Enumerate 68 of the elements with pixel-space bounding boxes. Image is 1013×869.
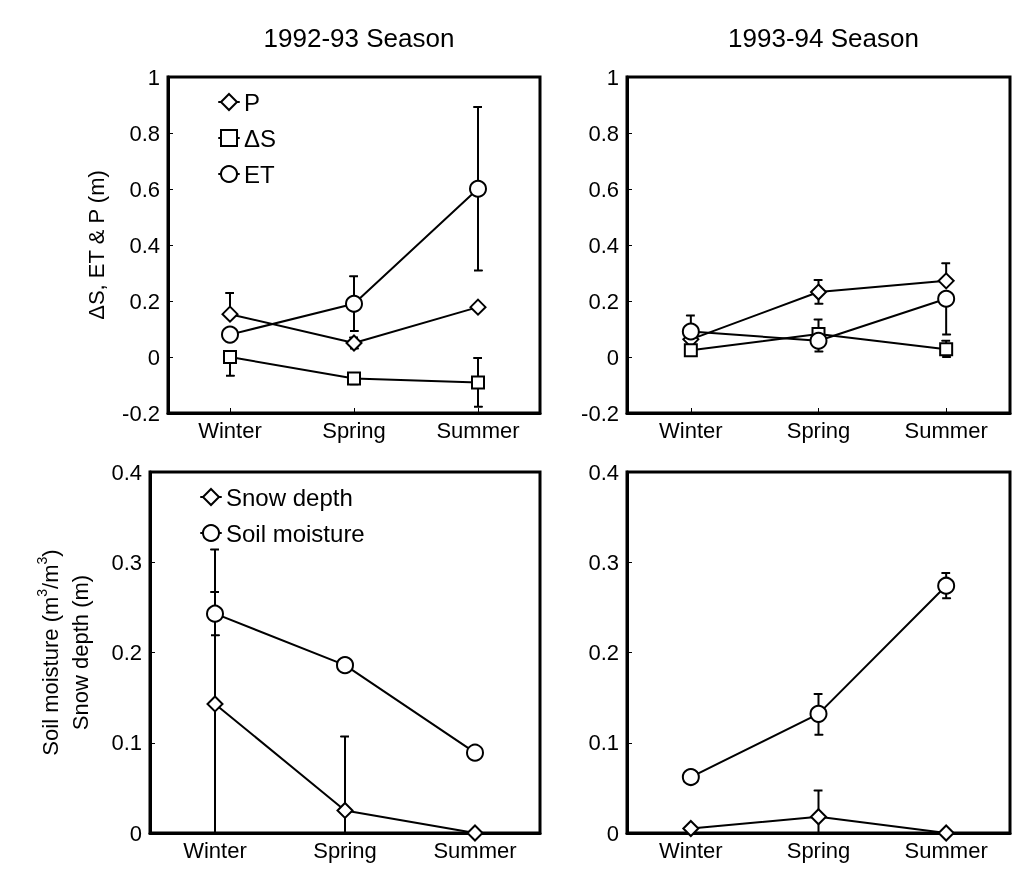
- chart-title: 1993-94 Season: [728, 23, 919, 53]
- point: [469, 179, 487, 198]
- y-tick-label: 0: [147, 344, 160, 370]
- y-tick-label: -0.2: [122, 400, 160, 426]
- legend-label: Soil moisture: [226, 519, 365, 547]
- y-tick-label: 0: [129, 820, 142, 846]
- point: [810, 808, 827, 826]
- point: [345, 334, 363, 352]
- point: [206, 695, 224, 713]
- x-tick-label: Spring: [786, 417, 851, 443]
- point: [221, 325, 239, 344]
- point: [682, 819, 700, 837]
- x-tick-label: Winter: [659, 417, 723, 443]
- y-tick-label: 0.2: [588, 288, 619, 314]
- legend-label: Snow depth: [226, 483, 353, 511]
- x-tick-label: Spring: [786, 837, 851, 863]
- point: [681, 322, 700, 341]
- y-axis-title: ΔS, ET & P (m): [83, 170, 109, 320]
- legend-label: ET: [244, 160, 276, 188]
- point: [336, 656, 354, 675]
- y-tick-label: 1: [147, 64, 160, 90]
- y-tick-label: 0: [606, 344, 619, 370]
- point: [681, 768, 700, 787]
- y-tick-label: 0.1: [111, 730, 142, 756]
- y-tick-label: 0.3: [588, 549, 619, 575]
- point: [469, 298, 487, 316]
- y-tick-label: 0.3: [111, 549, 142, 575]
- chart-title: 1992-93 Season: [263, 23, 455, 53]
- x-tick-label: Winter: [659, 837, 723, 863]
- point: [221, 305, 239, 323]
- legend-label: ΔS: [244, 124, 277, 152]
- y-tick-label: 0.4: [588, 232, 619, 258]
- y-tick-label: 0.1: [588, 730, 619, 756]
- legend-label: P: [244, 88, 261, 116]
- y-tick-label: 0.2: [111, 640, 142, 665]
- y-tick-label: 0.8: [588, 120, 619, 146]
- x-tick-label: Summer: [904, 417, 988, 443]
- point: [683, 343, 698, 358]
- y-tick-label: 0.2: [129, 288, 160, 314]
- y-tick-label: 0.6: [588, 176, 619, 202]
- y-tick-label: 0.6: [129, 176, 160, 202]
- y-tick-label: 0.8: [129, 120, 160, 146]
- x-tick-label: Summer: [433, 837, 517, 863]
- y-tick-label: 0: [606, 820, 619, 846]
- point: [223, 350, 237, 364]
- point: [937, 272, 955, 290]
- x-tick-label: Summer: [436, 417, 520, 443]
- point: [809, 331, 828, 350]
- x-tick-label: Spring: [313, 837, 377, 863]
- point: [809, 704, 828, 723]
- point: [937, 289, 956, 308]
- point: [937, 824, 955, 842]
- y-tick-label: 0.4: [129, 232, 160, 258]
- point: [336, 801, 354, 819]
- y-tick-label: 1: [606, 64, 619, 90]
- x-tick-label: Summer: [904, 837, 988, 863]
- point: [466, 824, 484, 842]
- y-tick-label: 0.2: [588, 640, 619, 665]
- point: [206, 604, 224, 623]
- x-tick-label: Winter: [183, 837, 247, 863]
- point: [471, 375, 485, 390]
- point: [466, 743, 484, 762]
- y-tick-label: 0.4: [588, 459, 619, 485]
- point: [345, 294, 363, 313]
- x-tick-label: Spring: [322, 417, 386, 443]
- y-tick-label: -0.2: [581, 400, 619, 426]
- x-tick-label: Winter: [198, 417, 262, 443]
- y-tick-label: 0.4: [111, 459, 142, 485]
